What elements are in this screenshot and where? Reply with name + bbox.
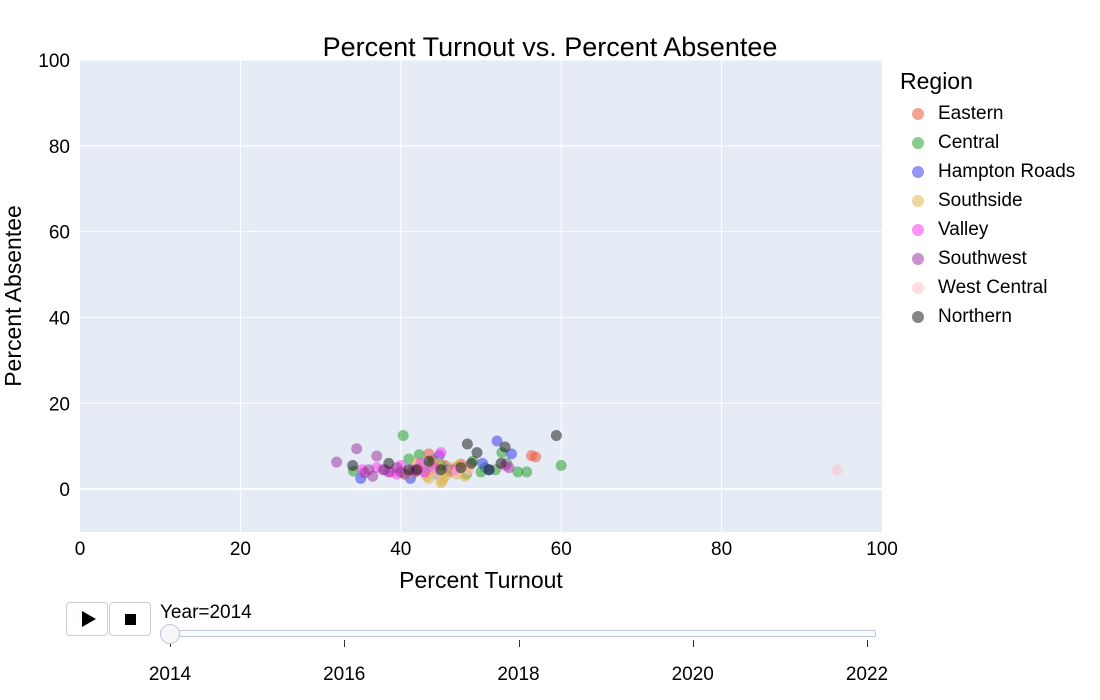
data-point bbox=[455, 462, 467, 474]
slider-tick-label: 2014 bbox=[148, 664, 192, 685]
play-button[interactable] bbox=[66, 602, 108, 636]
slider-tick bbox=[344, 640, 346, 647]
data-point bbox=[397, 429, 409, 441]
x-tick-label: 60 bbox=[551, 539, 572, 560]
data-point bbox=[499, 441, 511, 453]
year-slider-handle[interactable] bbox=[160, 624, 180, 644]
data-point bbox=[550, 429, 562, 441]
x-axis-label: Percent Turnout bbox=[399, 567, 563, 593]
legend-item[interactable]: Northern bbox=[900, 302, 1075, 331]
data-points bbox=[331, 429, 843, 489]
legend-marker bbox=[912, 165, 924, 178]
data-point bbox=[363, 464, 375, 476]
slider-tick bbox=[692, 640, 694, 647]
legend-item[interactable]: Eastern bbox=[900, 99, 1075, 128]
y-tick-label: 20 bbox=[49, 394, 70, 415]
legend-marker bbox=[912, 223, 924, 236]
data-point bbox=[512, 466, 524, 478]
legend-label: West Central bbox=[938, 276, 1048, 298]
data-point bbox=[383, 457, 395, 469]
legend-items: Eastern Central Hampton Roads Southside Vall… bbox=[900, 99, 1075, 331]
legend-marker bbox=[912, 310, 924, 323]
data-point bbox=[521, 466, 533, 478]
chart-title: Percent Turnout vs. Percent Absentee bbox=[323, 32, 778, 62]
legend: Region Eastern Central Hampton Roads Souths… bbox=[900, 68, 1075, 331]
play-icon bbox=[82, 611, 96, 627]
y-tick-label: 100 bbox=[38, 51, 70, 72]
x-tick-label: 20 bbox=[230, 539, 251, 560]
slider-tick-label: 2018 bbox=[497, 664, 540, 685]
legend-label: Hampton Roads bbox=[938, 160, 1076, 182]
data-point bbox=[465, 457, 477, 469]
data-point bbox=[471, 447, 483, 459]
y-tick-label: 0 bbox=[59, 480, 70, 501]
data-point bbox=[413, 449, 425, 461]
legend-item[interactable]: Hampton Roads bbox=[900, 157, 1075, 186]
x-tick-label: 0 bbox=[75, 539, 86, 560]
data-point bbox=[347, 459, 359, 471]
axis-ticks: 0 20 40 60 80 100 0 20 40 60 80 100 bbox=[38, 51, 898, 560]
data-point bbox=[505, 448, 517, 460]
legend-marker bbox=[912, 281, 924, 294]
legend-label: Southside bbox=[938, 189, 1023, 211]
legend-marker bbox=[912, 107, 924, 120]
slider-tick-label: 2016 bbox=[323, 664, 366, 685]
data-point bbox=[435, 447, 447, 459]
legend-marker bbox=[912, 194, 924, 207]
data-point bbox=[495, 457, 507, 469]
data-point bbox=[403, 464, 415, 476]
slider-tick bbox=[518, 640, 520, 647]
data-point bbox=[331, 456, 343, 468]
data-point bbox=[530, 451, 542, 463]
y-axis-label: Percent Absentee bbox=[0, 205, 26, 387]
data-point bbox=[831, 464, 843, 476]
x-tick-label: 40 bbox=[390, 539, 411, 560]
data-point bbox=[351, 443, 363, 455]
slider-tick-label: 2020 bbox=[671, 664, 714, 685]
x-tick-label: 80 bbox=[711, 539, 732, 560]
slider-current-value: Year=2014 bbox=[160, 602, 252, 623]
data-point bbox=[411, 464, 423, 476]
stop-button[interactable] bbox=[109, 602, 151, 636]
data-point bbox=[491, 435, 503, 447]
legend-item[interactable]: Southside bbox=[900, 186, 1075, 215]
legend-marker bbox=[912, 252, 924, 265]
legend-item[interactable]: Valley bbox=[900, 215, 1075, 244]
legend-label: Valley bbox=[938, 218, 989, 240]
legend-label: Eastern bbox=[938, 102, 1004, 124]
data-point bbox=[483, 464, 495, 476]
data-point bbox=[371, 450, 383, 462]
data-point bbox=[435, 464, 447, 476]
slider-tick-label: 2022 bbox=[845, 664, 889, 685]
legend-marker bbox=[912, 136, 924, 149]
legend-item[interactable]: Central bbox=[900, 128, 1075, 157]
data-point bbox=[461, 438, 473, 450]
data-point bbox=[423, 455, 435, 467]
data-point bbox=[555, 459, 567, 471]
y-tick-label: 40 bbox=[49, 308, 70, 329]
slider-tick bbox=[867, 640, 868, 647]
x-tick-label: 100 bbox=[866, 539, 898, 560]
legend-label: Northern bbox=[938, 305, 1012, 327]
legend-label: Central bbox=[938, 131, 1000, 153]
year-slider-track[interactable] bbox=[160, 630, 876, 637]
stop-icon bbox=[124, 613, 136, 625]
legend-item[interactable]: West Central bbox=[900, 273, 1075, 302]
y-tick-label: 80 bbox=[49, 137, 70, 158]
legend-item[interactable]: Southwest bbox=[900, 244, 1075, 273]
legend-title: Region bbox=[900, 68, 973, 94]
grid-lines bbox=[80, 59, 882, 532]
y-tick-label: 60 bbox=[49, 223, 70, 244]
legend-label: Southwest bbox=[938, 247, 1027, 269]
